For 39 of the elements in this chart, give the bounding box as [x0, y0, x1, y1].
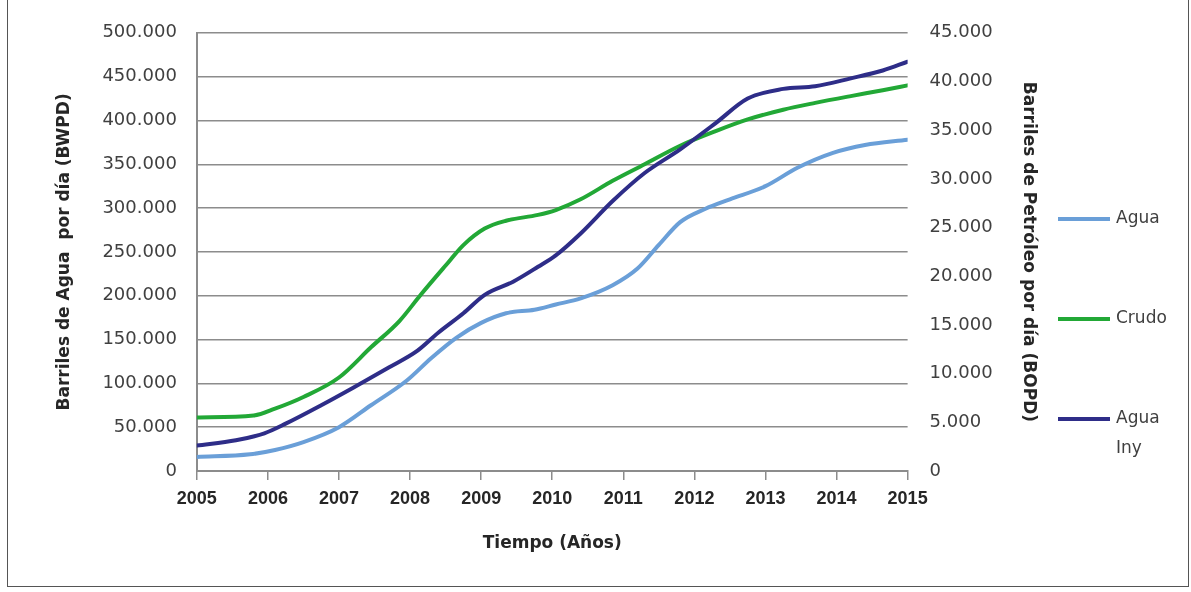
- line-series: [196, 137, 908, 459]
- y-tick-label: 200.000: [102, 283, 177, 305]
- y-axis-title: Barriles de Agua por día (BWPD): [52, 93, 73, 411]
- y-tick-label: 250.000: [102, 239, 177, 261]
- y2-tick-label: 30.000: [929, 166, 993, 188]
- x-tick-label: 2006: [247, 487, 288, 508]
- x-tick-label: 2012: [674, 487, 715, 508]
- x-tick-label: 2011: [603, 487, 643, 508]
- y2-tick-label: 20.000: [929, 263, 993, 285]
- x-tick-label: 2007: [318, 487, 360, 508]
- y2-tick-label: 10.000: [929, 361, 993, 383]
- y-tick-label: 400.000: [102, 108, 177, 130]
- x-tick-label: 2014: [816, 487, 857, 508]
- y-tick-label: 100.000: [102, 371, 177, 393]
- x-tick-label: 2013: [745, 487, 786, 508]
- y-tick-label: 450.000: [102, 64, 177, 86]
- legend-label: Crudo: [1116, 307, 1167, 328]
- y2-tick-label: 35.000: [929, 117, 993, 139]
- y2-tick-label: 25.000: [929, 215, 993, 237]
- y2-axis-title: Barriles de Petróleo por día (BOPD): [1020, 81, 1041, 423]
- legend-label: Agua: [1116, 207, 1160, 228]
- y2-tick-label: 40.000: [929, 69, 993, 91]
- x-tick-label: 2010: [532, 487, 573, 508]
- y2-tick-label: 0: [929, 458, 942, 480]
- y2-tick-label: 5.000: [929, 409, 982, 431]
- x-tick-label: 2005: [176, 487, 217, 508]
- y-tick-label: 500.000: [102, 20, 177, 42]
- x-axis-title: Tiempo (Años): [482, 532, 622, 553]
- y-tick-label: 50.000: [113, 414, 177, 436]
- legend-label: Agua Iny: [1116, 407, 1160, 458]
- y-tick-label: 150.000: [102, 327, 177, 349]
- x-tick-label: 2015: [887, 487, 928, 508]
- x-tick-label: 2009: [461, 487, 502, 508]
- x-tick-label: 2008: [390, 487, 431, 508]
- y2-tick-label: 45.000: [929, 20, 993, 42]
- y-tick-label: 0: [165, 458, 177, 480]
- y-tick-label: 300.000: [102, 195, 177, 217]
- y-tick-label: 350.000: [102, 151, 177, 173]
- y2-tick-label: 15.000: [929, 312, 993, 334]
